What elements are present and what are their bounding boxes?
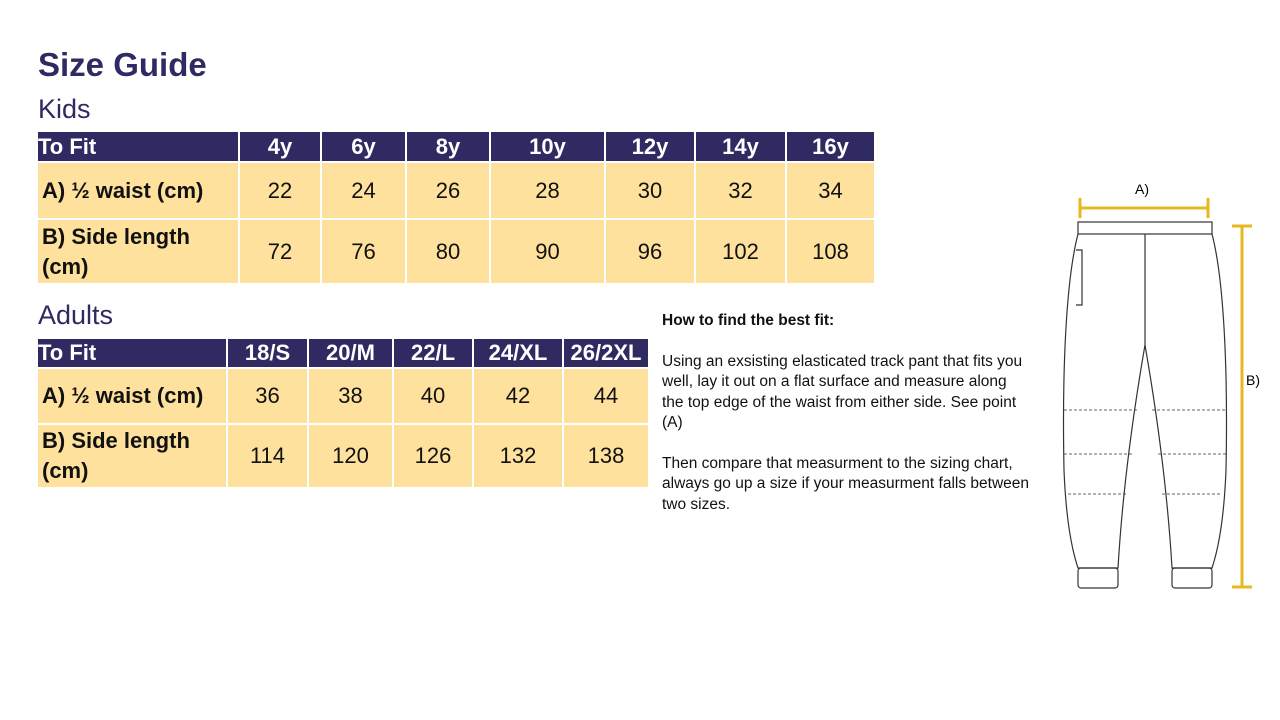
table-cell: 26 — [407, 163, 491, 220]
table-cell: 90 — [491, 220, 606, 285]
table-row: A) ½ waist (cm) 22 24 26 28 30 32 34 — [38, 163, 876, 220]
label-a: A) — [1135, 181, 1149, 197]
table-cell: 102 — [696, 220, 787, 285]
pants-diagram: A) B) — [1062, 181, 1260, 589]
table-row: A) ½ waist (cm) 36 38 40 42 44 — [38, 369, 650, 425]
header-cell: 12y — [606, 132, 696, 163]
instructions: How to find the best fit: Using an exsis… — [662, 311, 1032, 535]
header-cell: To Fit — [38, 132, 240, 163]
table-cell: 132 — [474, 425, 564, 489]
table-cell: 40 — [394, 369, 474, 425]
table-cell: B) Side length (cm) — [38, 220, 240, 285]
header-cell: 14y — [696, 132, 787, 163]
label-b: B) — [1246, 372, 1260, 388]
table-cell: 120 — [309, 425, 394, 489]
instructions-heading: How to find the best fit: — [662, 312, 835, 329]
table-cell: 36 — [228, 369, 309, 425]
table-cell: A) ½ waist (cm) — [38, 369, 228, 425]
table-cell: 24 — [322, 163, 407, 220]
kids-table: To Fit 4y 6y 8y 10y 12y 14y 16y A) ½ waist (cm) 2… — [38, 132, 876, 285]
adults-heading: Adults — [38, 300, 114, 330]
header-cell: 16y — [787, 132, 876, 163]
table-cell: 138 — [564, 425, 650, 489]
kids-heading: Kids — [38, 94, 91, 124]
table-cell: A) ½ waist (cm) — [38, 163, 240, 220]
table-cell: B) Side length (cm) — [38, 425, 228, 489]
header-cell: 20/M — [309, 339, 394, 369]
adults-table: To Fit 18/S 20/M 22/L 24/XL 26/2XL A) ½ waist … — [38, 339, 650, 489]
table-cell: 34 — [787, 163, 876, 220]
table-cell: 28 — [491, 163, 606, 220]
header-cell: 4y — [240, 132, 322, 163]
table-cell: 108 — [787, 220, 876, 285]
table-cell: 38 — [309, 369, 394, 425]
header-cell: 26/2XL — [564, 339, 650, 369]
header-cell: 10y — [491, 132, 606, 163]
header-cell: 8y — [407, 132, 491, 163]
header-cell: 24/XL — [474, 339, 564, 369]
title: Size Guide — [38, 46, 207, 83]
header-cell: 6y — [322, 132, 407, 163]
table-cell: 44 — [564, 369, 650, 425]
table-row: B) Side length (cm) 114 120 126 132 138 — [38, 425, 650, 489]
table-header: To Fit 18/S 20/M 22/L 24/XL 26/2XL — [38, 339, 650, 369]
table-cell: 22 — [240, 163, 322, 220]
header-cell: 18/S — [228, 339, 309, 369]
instructions-paragraph: Then compare that measurment to the sizi… — [662, 454, 1030, 513]
table-cell: 42 — [474, 369, 564, 425]
table-cell: 126 — [394, 425, 474, 489]
table-row: B) Side length (cm) 72 76 80 90 96 102 108 — [38, 220, 876, 285]
table-cell: 96 — [606, 220, 696, 285]
table-cell: 114 — [228, 425, 309, 489]
table-cell: 72 — [240, 220, 322, 285]
table-cell: 76 — [322, 220, 407, 285]
table-cell: 32 — [696, 163, 787, 220]
header-cell: 22/L — [394, 339, 474, 369]
table-cell: 80 — [407, 220, 491, 285]
header-cell: To Fit — [38, 339, 228, 369]
instructions-paragraph: Using an exsisting elasticated track pan… — [662, 352, 1023, 432]
table-header: To Fit 4y 6y 8y 10y 12y 14y 16y — [38, 132, 876, 163]
table-cell: 30 — [606, 163, 696, 220]
